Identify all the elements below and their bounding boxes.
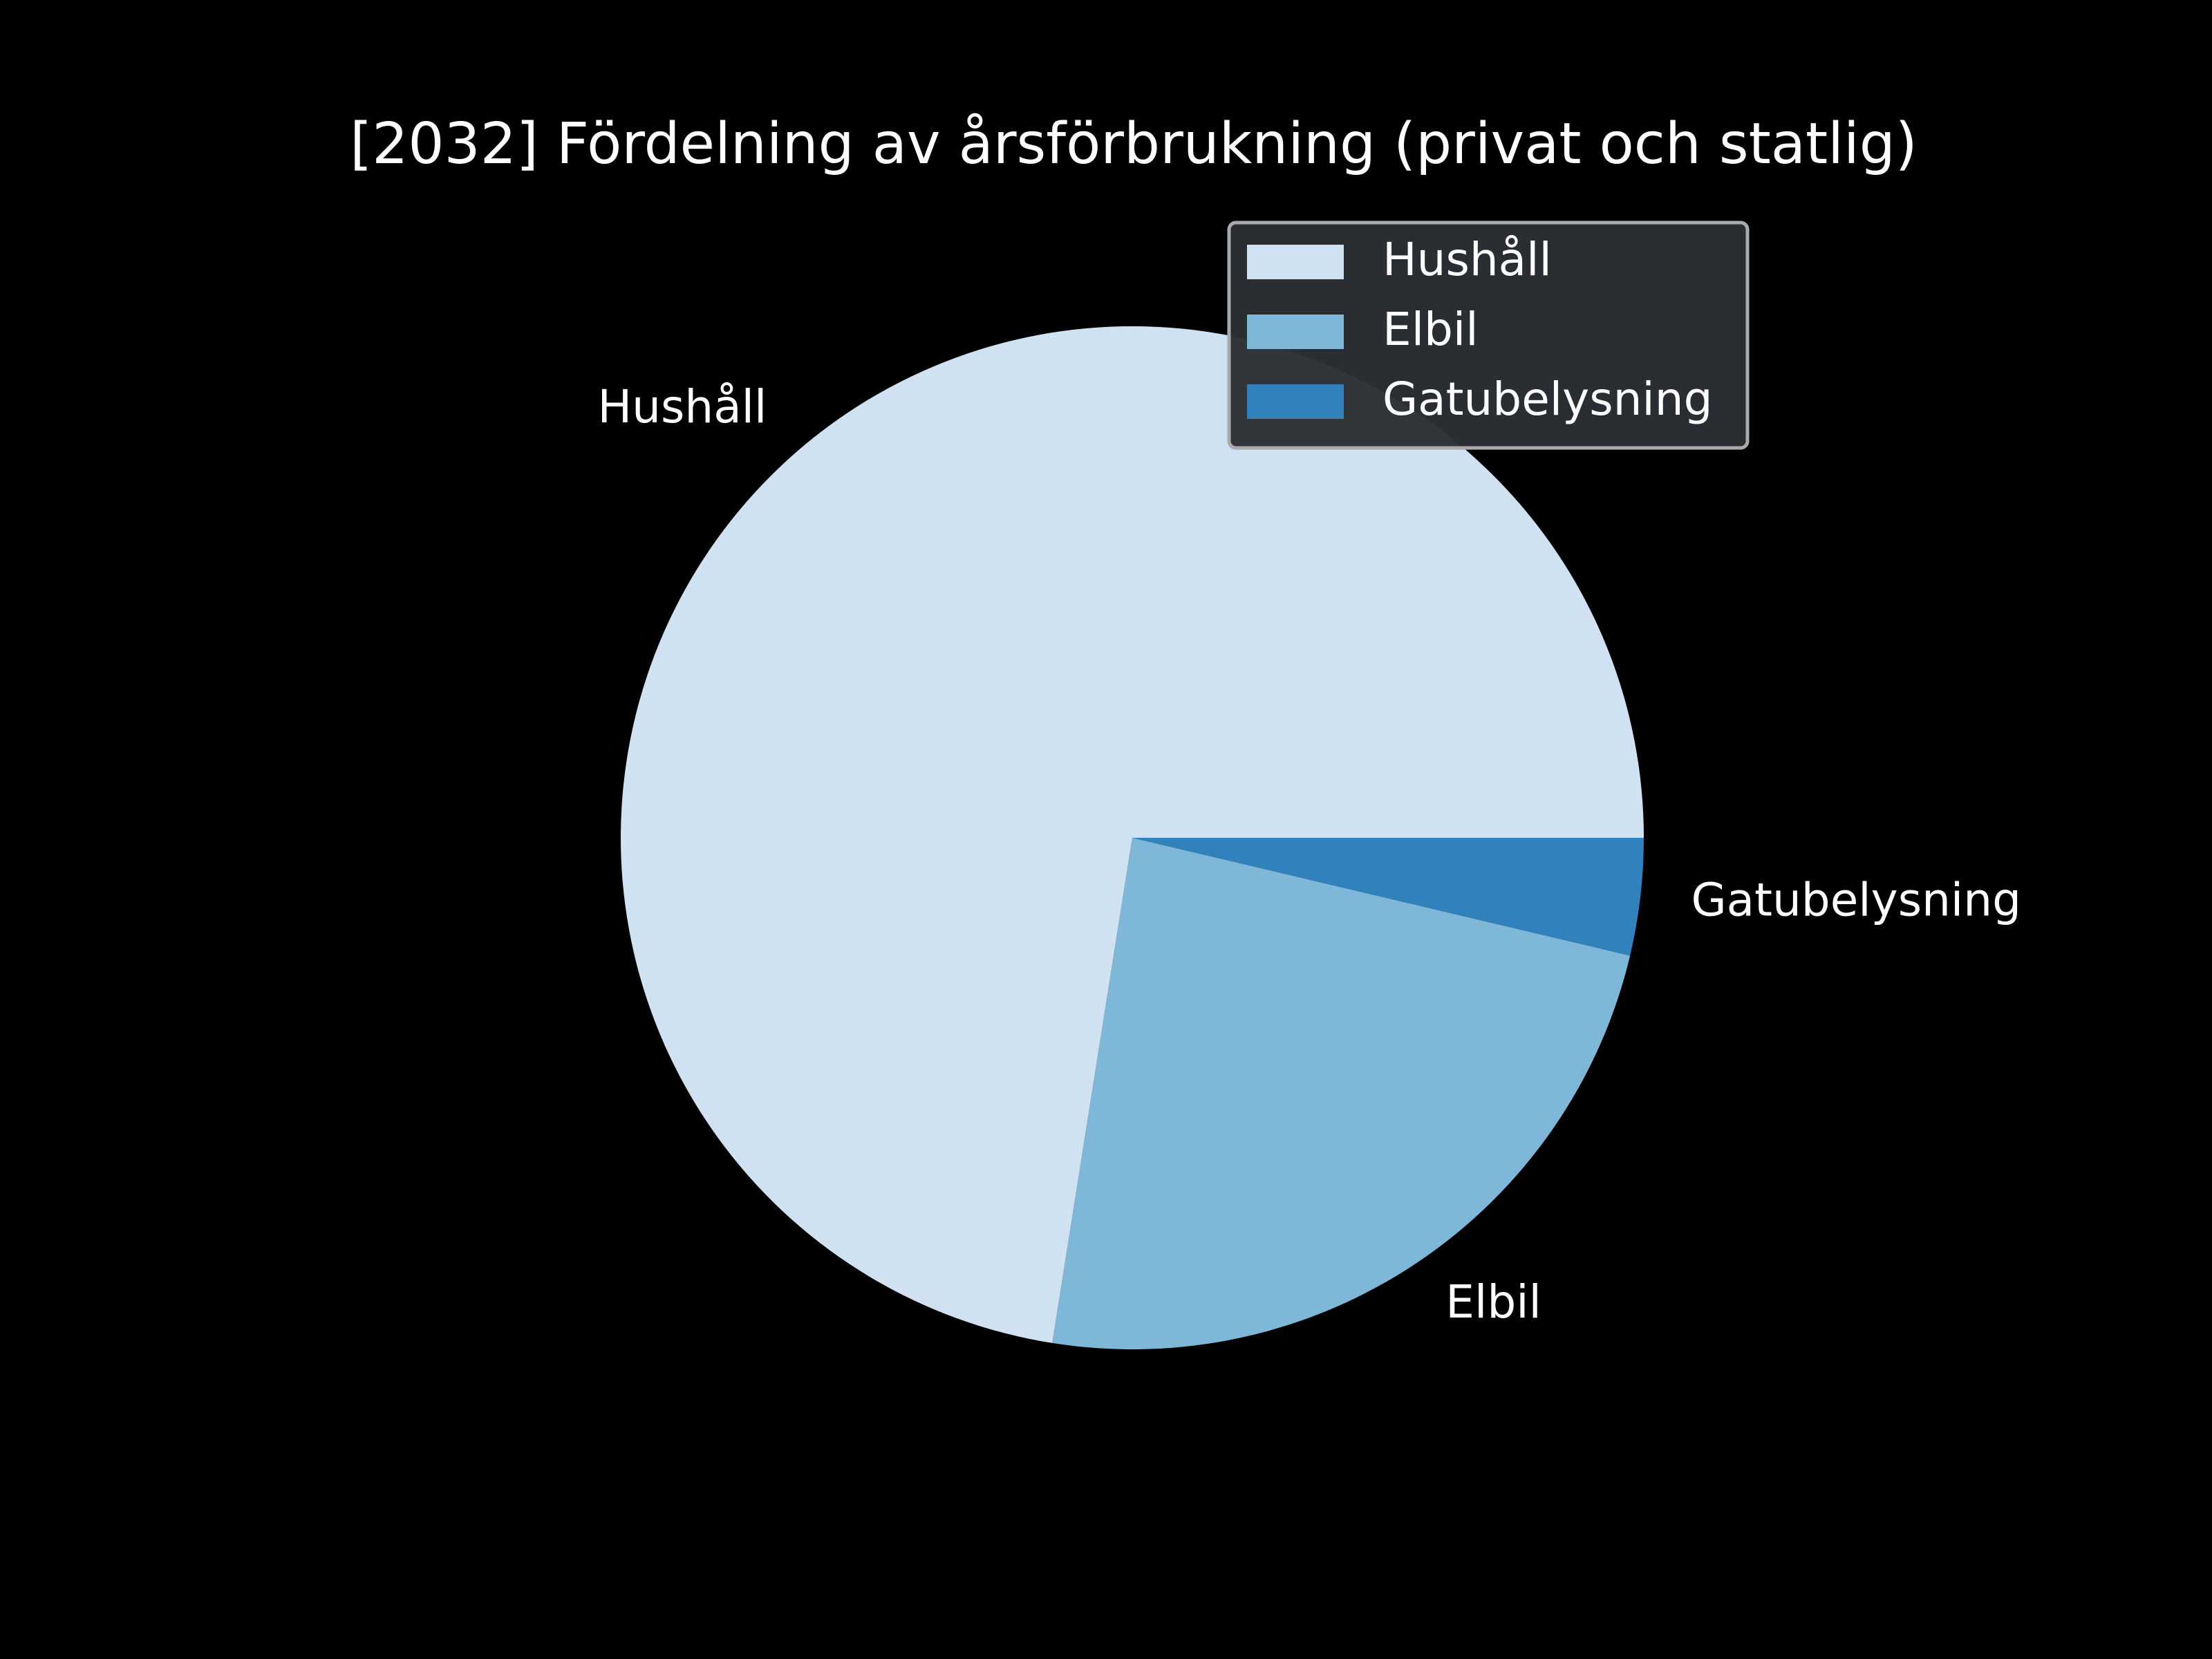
legend-swatch-gatubelysning xyxy=(1247,384,1344,419)
pie-label-gatubelysning: Gatubelysning xyxy=(1691,873,2021,926)
pie-slice-labels: Gatubelysning Elbil Hushåll xyxy=(598,380,2021,1329)
pie-slices xyxy=(621,326,1644,1349)
legend-label-elbil: Elbil xyxy=(1382,303,1479,356)
pie-slice-hushall xyxy=(621,326,1644,1343)
pie-slice-elbil xyxy=(1052,838,1631,1349)
legend-box xyxy=(1227,221,1750,450)
legend-swatch-elbil xyxy=(1247,315,1344,349)
legend-label-gatubelysning: Gatubelysning xyxy=(1382,373,1712,426)
pie-slice-gatubelysning xyxy=(1132,838,1644,956)
legend-label-hushall: Hushåll xyxy=(1382,233,1552,286)
legend: Hushåll Elbil Gatubelysning xyxy=(1227,221,1750,450)
legend-swatch-hushall xyxy=(1247,245,1344,279)
chart-title: [2032] Fördelning av årsförbrukning (pri… xyxy=(350,111,1918,177)
pie-label-hushall: Hushåll xyxy=(598,380,767,433)
pie-label-elbil: Elbil xyxy=(1445,1275,1541,1329)
